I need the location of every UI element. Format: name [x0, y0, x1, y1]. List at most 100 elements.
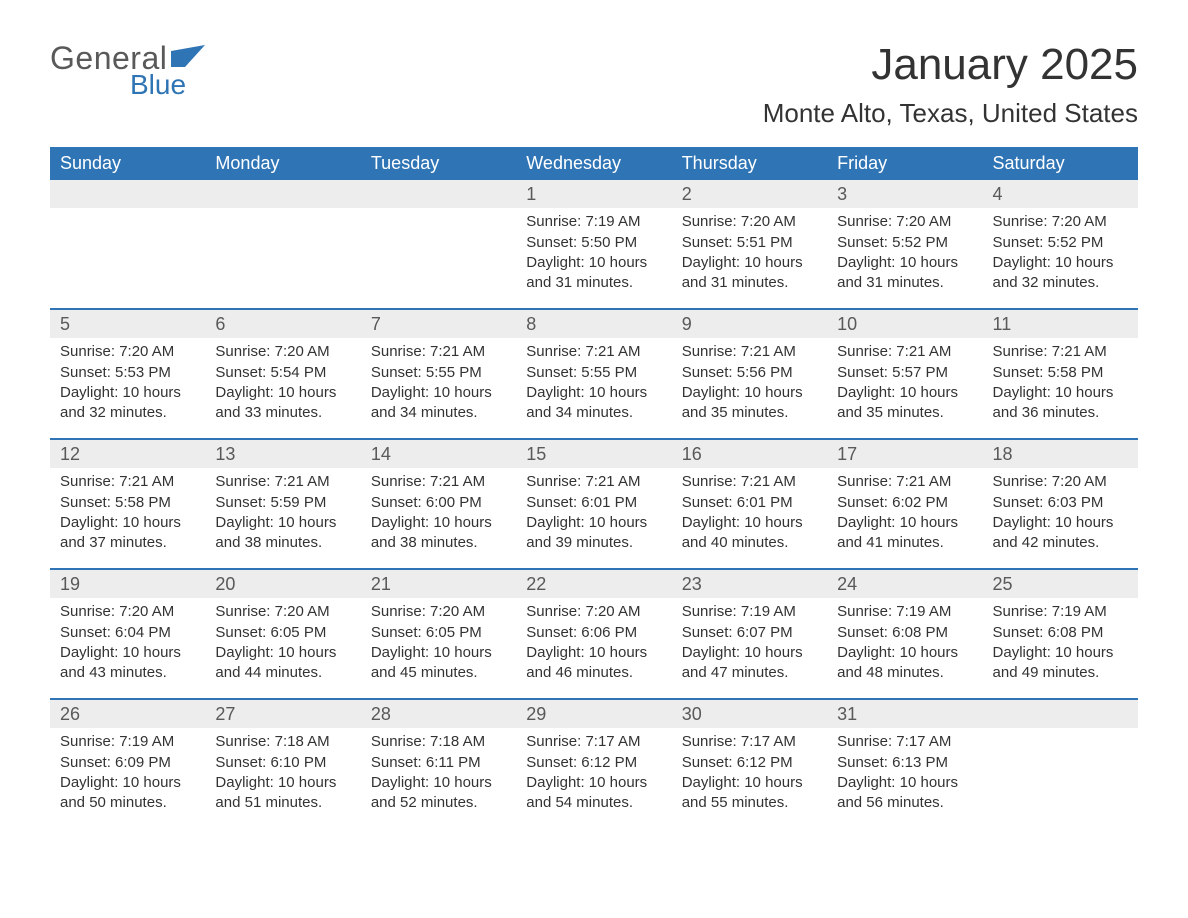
day-number: 29 — [516, 700, 671, 728]
day-cell — [361, 180, 516, 308]
day-body: Sunrise: 7:19 AM Sunset: 5:50 PM Dayligh… — [526, 212, 661, 293]
day-number: 22 — [516, 570, 671, 598]
day-cell: 13 Sunrise: 7:21 AM Sunset: 5:59 PM Dayli… — [205, 440, 360, 568]
day-body: Sunrise: 7:20 AM Sunset: 5:51 PM Dayligh… — [682, 212, 817, 293]
day-cell: 2 Sunrise: 7:20 AM Sunset: 5:51 PM Daylig… — [672, 180, 827, 308]
day-number: 21 — [361, 570, 516, 598]
week-row: 5Sunrise: 7:20 AM Sunset: 5:53 PM Daylig… — [50, 308, 1138, 438]
day-cell — [50, 180, 205, 308]
day-number: 30 — [672, 700, 827, 728]
day-cell: 21 Sunrise: 7:20 AM Sunset: 6:05 PM Dayli… — [361, 570, 516, 698]
day-cell: 31 Sunrise: 7:17 AM Sunset: 6:13 PM Dayli… — [827, 700, 982, 828]
day-number — [361, 180, 516, 208]
week-row: 19 Sunrise: 7:20 AM Sunset: 6:04 PM Dayli… — [50, 568, 1138, 698]
day-cell: 28 Sunrise: 7:18 AM Sunset: 6:11 PM Dayli… — [361, 700, 516, 828]
day-number: 20 — [205, 570, 360, 598]
day-body: Sunrise: 7:18 AM Sunset: 6:10 PM Dayligh… — [215, 732, 350, 813]
logo: General Blue — [50, 40, 205, 101]
day-number: 18 — [983, 440, 1138, 468]
day-body: Sunrise: 7:17 AM Sunset: 6:12 PM Dayligh… — [682, 732, 817, 813]
day-body: Sunrise: 7:20 AM Sunset: 6:05 PM Dayligh… — [371, 602, 506, 683]
title-block: January 2025 Monte Alto, Texas, United S… — [763, 40, 1138, 129]
day-cell: 14Sunrise: 7:21 AM Sunset: 6:00 PM Dayli… — [361, 440, 516, 568]
day-body: Sunrise: 7:21 AM Sunset: 5:58 PM Dayligh… — [993, 342, 1128, 423]
location-text: Monte Alto, Texas, United States — [763, 98, 1138, 129]
day-cell: 25Sunrise: 7:19 AM Sunset: 6:08 PM Dayli… — [983, 570, 1138, 698]
dow-header: Friday — [827, 147, 982, 180]
day-body: Sunrise: 7:21 AM Sunset: 5:59 PM Dayligh… — [215, 472, 350, 553]
day-body: Sunrise: 7:20 AM Sunset: 6:06 PM Dayligh… — [526, 602, 661, 683]
day-number: 5 — [50, 310, 205, 338]
day-cell: 15 Sunrise: 7:21 AM Sunset: 6:01 PM Dayli… — [516, 440, 671, 568]
dow-header: Wednesday — [516, 147, 671, 180]
day-body: Sunrise: 7:21 AM Sunset: 6:01 PM Dayligh… — [682, 472, 817, 553]
day-number: 26 — [50, 700, 205, 728]
day-number — [205, 180, 360, 208]
month-title: January 2025 — [763, 40, 1138, 90]
day-number — [983, 700, 1138, 728]
dow-header: Monday — [205, 147, 360, 180]
day-body: Sunrise: 7:20 AM Sunset: 6:05 PM Dayligh… — [215, 602, 350, 683]
day-number: 19 — [50, 570, 205, 598]
day-body: Sunrise: 7:21 AM Sunset: 6:02 PM Dayligh… — [837, 472, 972, 553]
day-cell: 24Sunrise: 7:19 AM Sunset: 6:08 PM Dayli… — [827, 570, 982, 698]
header: General Blue January 2025 Monte Alto, Te… — [50, 40, 1138, 129]
day-body: Sunrise: 7:21 AM Sunset: 6:01 PM Dayligh… — [526, 472, 661, 553]
day-number: 4 — [983, 180, 1138, 208]
day-cell: 9Sunrise: 7:21 AM Sunset: 5:56 PM Daylig… — [672, 310, 827, 438]
day-body: Sunrise: 7:17 AM Sunset: 6:12 PM Dayligh… — [526, 732, 661, 813]
day-number: 2 — [672, 180, 827, 208]
dow-header: Sunday — [50, 147, 205, 180]
week-row: 26Sunrise: 7:19 AM Sunset: 6:09 PM Dayli… — [50, 698, 1138, 828]
day-cell: 22 Sunrise: 7:20 AM Sunset: 6:06 PM Dayli… — [516, 570, 671, 698]
day-number: 1 — [516, 180, 671, 208]
day-number: 31 — [827, 700, 982, 728]
day-number: 12 — [50, 440, 205, 468]
dow-row: SundayMondayTuesdayWednesdayThursdayFrid… — [50, 147, 1138, 180]
day-number: 15 — [516, 440, 671, 468]
day-body: Sunrise: 7:21 AM Sunset: 5:57 PM Dayligh… — [837, 342, 972, 423]
day-body: Sunrise: 7:20 AM Sunset: 6:04 PM Dayligh… — [60, 602, 195, 683]
day-body: Sunrise: 7:20 AM Sunset: 5:52 PM Dayligh… — [993, 212, 1128, 293]
day-number: 6 — [205, 310, 360, 338]
day-body: Sunrise: 7:17 AM Sunset: 6:13 PM Dayligh… — [837, 732, 972, 813]
day-number: 13 — [205, 440, 360, 468]
day-cell: 12Sunrise: 7:21 AM Sunset: 5:58 PM Dayli… — [50, 440, 205, 568]
day-body: Sunrise: 7:19 AM Sunset: 6:07 PM Dayligh… — [682, 602, 817, 683]
day-number: 25 — [983, 570, 1138, 598]
weeks-container: 1 Sunrise: 7:19 AM Sunset: 5:50 PM Daylig… — [50, 180, 1138, 828]
day-cell: 8Sunrise: 7:21 AM Sunset: 5:55 PM Daylig… — [516, 310, 671, 438]
day-cell: 29 Sunrise: 7:17 AM Sunset: 6:12 PM Dayli… — [516, 700, 671, 828]
week-row: 1 Sunrise: 7:19 AM Sunset: 5:50 PM Daylig… — [50, 180, 1138, 308]
day-cell — [205, 180, 360, 308]
day-cell: 3Sunrise: 7:20 AM Sunset: 5:52 PM Daylig… — [827, 180, 982, 308]
dow-header: Tuesday — [361, 147, 516, 180]
day-cell: 26Sunrise: 7:19 AM Sunset: 6:09 PM Dayli… — [50, 700, 205, 828]
day-cell: 19 Sunrise: 7:20 AM Sunset: 6:04 PM Dayli… — [50, 570, 205, 698]
dow-header: Saturday — [983, 147, 1138, 180]
day-cell: 30 Sunrise: 7:17 AM Sunset: 6:12 PM Dayli… — [672, 700, 827, 828]
day-cell: 4 Sunrise: 7:20 AM Sunset: 5:52 PM Daylig… — [983, 180, 1138, 308]
day-cell: 7Sunrise: 7:21 AM Sunset: 5:55 PM Daylig… — [361, 310, 516, 438]
day-cell: 5Sunrise: 7:20 AM Sunset: 5:53 PM Daylig… — [50, 310, 205, 438]
logo-blue-text: Blue — [130, 69, 186, 101]
day-cell: 11 Sunrise: 7:21 AM Sunset: 5:58 PM Dayli… — [983, 310, 1138, 438]
calendar: SundayMondayTuesdayWednesdayThursdayFrid… — [50, 147, 1138, 828]
day-body: Sunrise: 7:21 AM Sunset: 6:00 PM Dayligh… — [371, 472, 506, 553]
day-number: 11 — [983, 310, 1138, 338]
day-body: Sunrise: 7:20 AM Sunset: 5:54 PM Dayligh… — [215, 342, 350, 423]
dow-header: Thursday — [672, 147, 827, 180]
day-number: 16 — [672, 440, 827, 468]
day-number: 28 — [361, 700, 516, 728]
day-number: 3 — [827, 180, 982, 208]
day-cell: 16 Sunrise: 7:21 AM Sunset: 6:01 PM Dayli… — [672, 440, 827, 568]
day-body: Sunrise: 7:18 AM Sunset: 6:11 PM Dayligh… — [371, 732, 506, 813]
day-cell — [983, 700, 1138, 828]
week-row: 12Sunrise: 7:21 AM Sunset: 5:58 PM Dayli… — [50, 438, 1138, 568]
day-cell: 18 Sunrise: 7:20 AM Sunset: 6:03 PM Dayli… — [983, 440, 1138, 568]
day-cell: 27Sunrise: 7:18 AM Sunset: 6:10 PM Dayli… — [205, 700, 360, 828]
day-number: 9 — [672, 310, 827, 338]
day-cell: 20 Sunrise: 7:20 AM Sunset: 6:05 PM Dayli… — [205, 570, 360, 698]
day-body: Sunrise: 7:20 AM Sunset: 6:03 PM Dayligh… — [993, 472, 1128, 553]
logo-flag-icon — [171, 45, 205, 72]
